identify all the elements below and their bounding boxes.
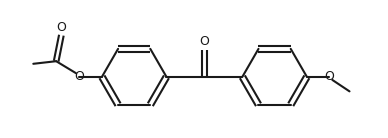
Text: O: O	[74, 70, 84, 83]
Text: O: O	[324, 70, 334, 83]
Text: O: O	[56, 21, 66, 34]
Text: O: O	[199, 35, 210, 48]
